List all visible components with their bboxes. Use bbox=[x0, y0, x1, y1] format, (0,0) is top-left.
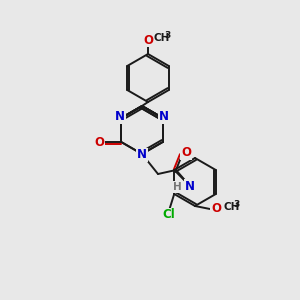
Text: O: O bbox=[211, 202, 221, 215]
Text: O: O bbox=[94, 136, 104, 148]
Text: N: N bbox=[185, 179, 195, 193]
Text: N: N bbox=[137, 148, 147, 161]
Text: N: N bbox=[115, 110, 125, 124]
Text: CH: CH bbox=[154, 33, 170, 43]
Text: N: N bbox=[159, 110, 169, 124]
Text: O: O bbox=[181, 146, 191, 160]
Text: Cl: Cl bbox=[163, 208, 175, 221]
Text: 3: 3 bbox=[164, 31, 170, 40]
Text: 3: 3 bbox=[233, 200, 239, 209]
Text: H: H bbox=[173, 182, 182, 192]
Text: CH: CH bbox=[223, 202, 239, 212]
Text: O: O bbox=[143, 34, 153, 46]
